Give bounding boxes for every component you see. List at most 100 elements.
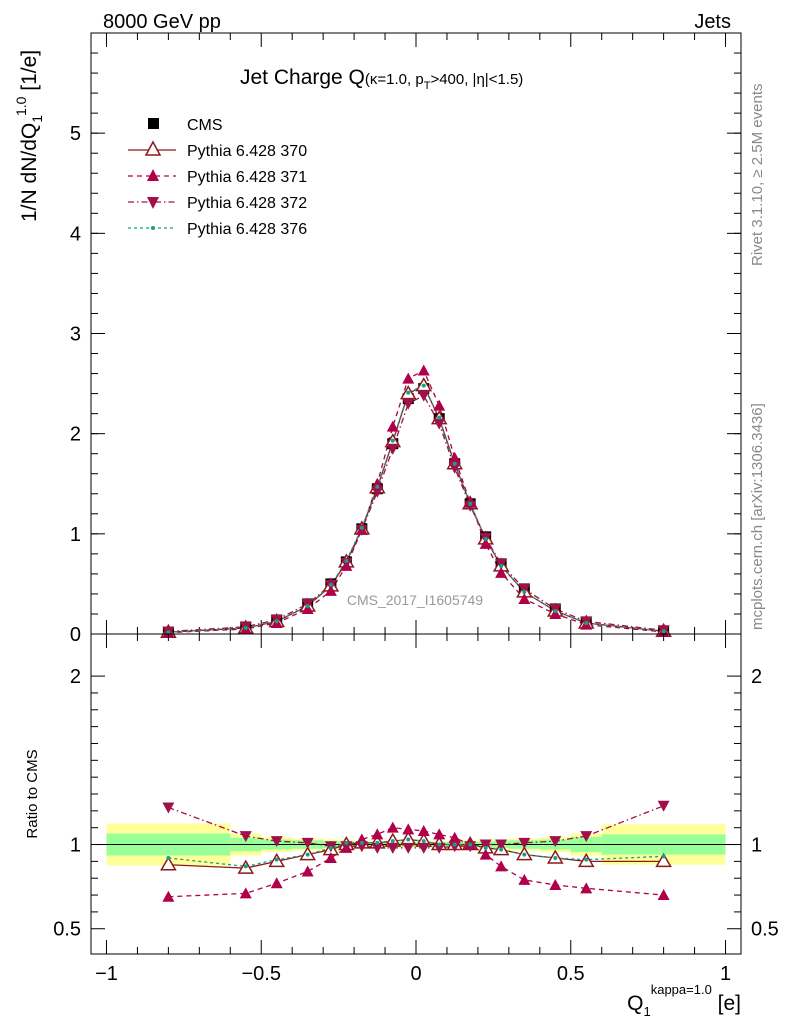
legend-entry-p372: Pythia 6.428 372 <box>128 195 307 212</box>
data-point-p371 <box>495 566 508 578</box>
ratio-line-p372 <box>168 805 664 849</box>
ratio-point-p376 <box>452 842 457 847</box>
ratio-point-p376 <box>522 852 527 857</box>
ratio-point-p372 <box>162 802 175 814</box>
ratio-point-p376 <box>406 837 411 842</box>
ratio-point-p372 <box>479 839 492 851</box>
ratio-point-p371 <box>448 831 461 843</box>
data-point-p376 <box>243 625 248 630</box>
ratio-series-layer <box>160 800 672 902</box>
data-point-p376 <box>305 603 310 608</box>
ratio-point-p372 <box>301 837 314 849</box>
ratio-xlabel-sub: 1 <box>643 1004 650 1019</box>
ratio-point-p376 <box>553 856 558 860</box>
legend-marker-p370 <box>144 140 162 156</box>
legend-marker-p371 <box>147 169 159 181</box>
ratio-point-p376 <box>243 864 248 869</box>
ratio-point-p376 <box>344 840 349 845</box>
ratio-point-p372 <box>518 837 531 849</box>
ratio-line-p371 <box>168 827 664 898</box>
main-panel: 0 1 2 3 4 5 CMS_2017_I1605749 Jet Charge Q(κ=… <box>13 32 742 646</box>
data-point-p376 <box>375 484 380 489</box>
legend-entry-cms: CMS <box>148 117 223 134</box>
main-ylabel-sup: 1.0 <box>13 96 29 116</box>
watermark: CMS_2017_I1605749 <box>347 592 483 608</box>
legend-marker-p372 <box>147 197 159 209</box>
data-point-p376 <box>584 621 589 626</box>
ratio-point-p371 <box>580 882 593 894</box>
ratio-point-p371 <box>371 828 384 840</box>
main-series-layer <box>160 364 672 638</box>
data-point-p372 <box>402 398 415 410</box>
main-ylabel-sub: 1 <box>29 115 45 123</box>
ratio-point-p372 <box>239 831 252 843</box>
data-point-p376 <box>344 558 349 563</box>
y-tick-label: 3 <box>70 324 81 346</box>
legend-entry-p376: Pythia 6.428 376 <box>128 221 307 238</box>
data-point-p372 <box>433 418 446 430</box>
chart-title-pt-sub: T <box>424 80 431 92</box>
data-point-p376 <box>468 501 473 506</box>
legend-label-p372: Pythia 6.428 372 <box>187 195 307 212</box>
rivet-label: Rivet 3.1.10, ≥ 2.5M events <box>749 84 766 267</box>
legend-entry-p370: Pythia 6.428 370 <box>128 140 307 160</box>
ratio-point-p372 <box>448 841 461 853</box>
main-ylabel: 1/N dN/dQ11.0 [1/e] <box>13 50 45 222</box>
data-point-p376 <box>406 390 411 395</box>
ratio-point-p371 <box>417 825 430 837</box>
ratio-point-p371 <box>324 852 337 863</box>
ratio-point-p376 <box>166 856 171 860</box>
chart-title: Jet Charge Q(κ=1.0, pT>400, |η|<1.5) <box>240 66 523 92</box>
legend-marker-p376 <box>151 226 155 230</box>
data-point-p376 <box>661 629 666 634</box>
data-point-p376 <box>522 589 527 594</box>
ratio-point-p376 <box>499 847 504 852</box>
data-point-p376 <box>437 415 442 420</box>
data-point-p371 <box>518 592 531 604</box>
y-tick-label: 1 <box>70 835 81 857</box>
data-point-p371 <box>417 364 430 376</box>
ratio-point-p376 <box>483 845 488 850</box>
ratio-point-p371 <box>518 873 531 885</box>
ratio-point-p376 <box>359 840 364 845</box>
data-point-p371 <box>386 420 399 432</box>
ratio-point-p371 <box>479 848 492 860</box>
ratio-point-p372 <box>549 836 562 848</box>
ratio-axis-ticks: −1 −0.5 0 0.5 1 0.5 0.5 1 1 2 2 <box>53 634 779 985</box>
main-ylabel-unit: [1/e] <box>18 50 41 97</box>
x-tick-label: −0.5 <box>241 963 280 985</box>
data-point-p376 <box>274 619 279 624</box>
ratio-ylabel: Ratio to CMS <box>24 749 41 838</box>
legend-label-p376: Pythia 6.428 376 <box>187 221 307 238</box>
ratio-point-p376 <box>274 857 279 862</box>
data-point-p372 <box>518 583 531 595</box>
ratio-point-p376 <box>390 839 395 844</box>
main-axis-ticks: 0 1 2 3 4 5 <box>70 33 741 646</box>
main-ylabel-main: 1/N dN/dQ <box>18 123 41 222</box>
ratio-point-p376 <box>468 842 473 847</box>
chart-title-rest: >400, |η|<1.5) <box>430 71 523 88</box>
ratio-point-p372 <box>386 842 399 854</box>
ratio-panel: −1 −0.5 0 0.5 10.5 0.51 12 2 Ratio to CMS Q1kap… <box>24 633 779 1019</box>
y-tick-label: 2 <box>70 424 81 446</box>
ratio-point-p372 <box>355 841 368 853</box>
ratio-point-p376 <box>437 842 442 847</box>
y-tick-label-right: 0.5 <box>751 919 779 941</box>
header-right: Jets <box>694 11 731 33</box>
ratio-point-p372 <box>580 831 593 843</box>
x-tick-label: 1 <box>720 963 731 985</box>
data-point-p372 <box>340 557 353 569</box>
ratio-point-p371 <box>402 823 415 835</box>
ratio-xlabel-sup: kappa=1.0 <box>651 982 712 997</box>
y-tick-label: 5 <box>70 123 81 145</box>
y-tick-label: 4 <box>70 223 81 245</box>
ratio-point-p372 <box>417 842 430 854</box>
x-tick-label: 0.5 <box>557 963 585 985</box>
ratio-point-p372 <box>433 842 446 854</box>
ratio-point-p372 <box>657 800 670 812</box>
ratio-point-p376 <box>421 839 426 844</box>
legend-marker-cms <box>148 118 159 129</box>
data-point-p371 <box>402 372 415 384</box>
ratio-point-p372 <box>464 841 477 853</box>
mcplots-label: mcplots.cern.ch [arXiv:1306.3436] <box>749 403 766 630</box>
